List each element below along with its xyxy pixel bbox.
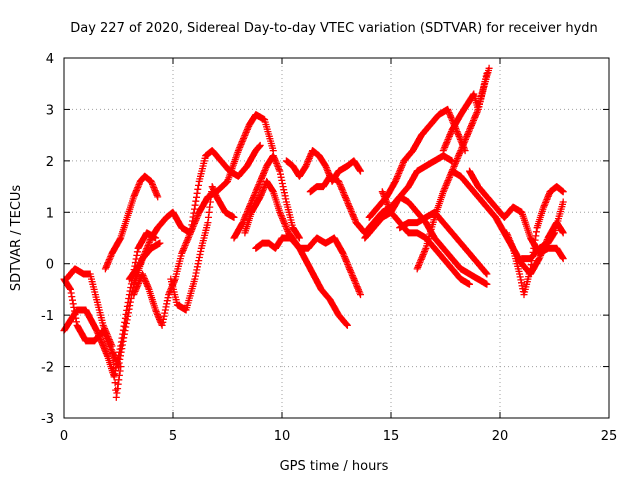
- series-trace-19: [448, 167, 567, 278]
- series-trace-7: [167, 183, 238, 314]
- series-trace-18: [439, 64, 493, 155]
- marker-trace: [252, 234, 364, 299]
- x-tick-label: 5: [169, 429, 177, 444]
- y-tick-label: 2: [46, 155, 54, 170]
- marker-trace: [282, 147, 364, 185]
- marker-trace: [125, 111, 277, 283]
- marker-trace: [518, 198, 567, 263]
- marker-trace: [466, 167, 567, 263]
- marker-trace: [396, 208, 491, 278]
- y-tick-label: -3: [41, 412, 54, 427]
- plot-frame-group: [63, 57, 610, 419]
- series-trace-11: [282, 147, 364, 185]
- marker-trace: [62, 265, 125, 401]
- x-tick-label: 10: [274, 429, 291, 444]
- series-trace-4: [101, 172, 162, 273]
- y-tick-label: -2: [41, 361, 54, 376]
- x-axis-label: GPS time / hours: [280, 459, 389, 474]
- y-tick-label: -1: [41, 309, 54, 324]
- series-trace-21: [503, 183, 567, 299]
- y-tick-label: 1: [46, 206, 54, 221]
- x-tick-label: 25: [601, 429, 618, 444]
- marker-trace: [241, 177, 351, 329]
- x-tick-label: 0: [60, 429, 68, 444]
- marker-trace: [167, 183, 238, 314]
- series-trace-20: [466, 167, 567, 263]
- marker-trace: [439, 64, 493, 155]
- marker-trace: [230, 152, 303, 242]
- y-tick-label: 0: [46, 258, 54, 273]
- y-tick-label: 4: [46, 52, 54, 67]
- marker-trace: [448, 167, 567, 278]
- marker-trace: [101, 172, 162, 273]
- series-trace-6: [130, 141, 264, 329]
- series-trace-9: [230, 152, 303, 242]
- x-tick-label: 15: [383, 429, 400, 444]
- series-trace-5: [125, 111, 277, 283]
- axis-ticks: 0 5 10 15 20 25 -3 -2 -1 0 1 2 3 4: [41, 52, 617, 444]
- plot-frame: [63, 57, 610, 419]
- series-trace-10: [252, 234, 364, 299]
- series-trace-3: [62, 265, 125, 401]
- y-axis-label: SDTVAR / TECUs: [9, 185, 24, 292]
- data-marks: [60, 64, 567, 401]
- series-trace-8: [241, 177, 351, 329]
- series-trace-16: [396, 208, 491, 278]
- chart-title: Day 227 of 2020, Sidereal Day-to-day VTE…: [70, 21, 598, 36]
- x-tick-label: 20: [492, 429, 509, 444]
- marker-trace: [130, 141, 264, 329]
- y-tick-label: 3: [46, 103, 54, 118]
- marker-trace: [503, 183, 567, 299]
- series-trace-22: [518, 198, 567, 263]
